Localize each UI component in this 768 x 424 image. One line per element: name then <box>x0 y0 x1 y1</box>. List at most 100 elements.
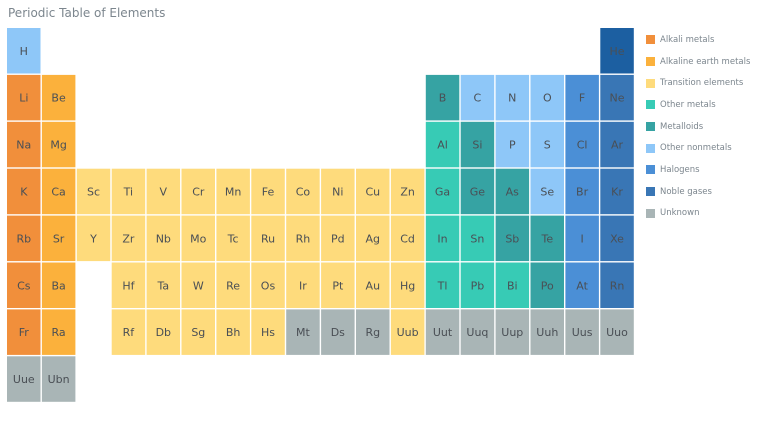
element-symbol: Hf <box>122 279 135 292</box>
element-tile <box>286 309 320 355</box>
legend-item[interactable]: Halogens <box>646 159 750 181</box>
element-tile <box>460 262 495 308</box>
legend-swatch <box>646 100 655 110</box>
element-cell: H <box>7 28 41 74</box>
element-cell: Xe <box>600 215 634 262</box>
element-tile <box>111 309 146 355</box>
element-symbol: Cd <box>400 232 415 245</box>
element-cell: Sn <box>460 215 495 262</box>
element-cell: W <box>181 262 215 308</box>
element-symbol: Mt <box>296 326 310 339</box>
element-tile <box>460 121 495 168</box>
element-symbol: Zn <box>400 185 415 198</box>
element-symbol: Ti <box>123 185 133 198</box>
element-symbol: Cu <box>365 185 380 198</box>
element-cell: Uuo <box>600 309 634 355</box>
element-symbol: Uut <box>433 326 453 339</box>
element-cell: Cd <box>390 215 425 262</box>
element-tile <box>7 356 41 402</box>
element-tile <box>425 309 460 355</box>
element-tile <box>7 262 41 308</box>
element-tile <box>495 309 530 355</box>
element-symbol: I <box>580 232 583 245</box>
element-symbol: Sb <box>505 232 519 245</box>
element-tile <box>600 309 634 355</box>
element-tile <box>7 168 41 215</box>
element-cell: Ba <box>41 262 76 308</box>
element-cell: He <box>600 28 634 74</box>
element-cell: Ag <box>356 215 390 262</box>
element-cell: Uue <box>7 356 41 402</box>
legend-item[interactable]: Alkaline earth metals <box>646 51 750 73</box>
element-symbol: Os <box>261 279 276 292</box>
element-symbol: Se <box>540 185 554 198</box>
element-cell: Hg <box>390 262 425 308</box>
element-tile <box>216 262 250 308</box>
element-cell: Ru <box>251 215 285 262</box>
element-symbol: Tl <box>437 279 448 292</box>
element-tile <box>7 28 41 74</box>
element-cell: Uut <box>425 309 460 355</box>
element-cell: Si <box>460 121 495 168</box>
element-tile <box>600 215 634 262</box>
element-cell: Cl <box>565 121 599 168</box>
legend-item[interactable]: Alkali metals <box>646 29 750 51</box>
element-cell: Rf <box>111 309 146 355</box>
element-tile <box>41 356 76 402</box>
element-cell: Pt <box>321 262 355 308</box>
element-symbol: Pd <box>331 232 345 245</box>
element-cell: In <box>425 215 460 262</box>
legend-item[interactable]: Metalloids <box>646 116 750 138</box>
legend-item[interactable]: Noble gases <box>646 181 750 203</box>
element-cell: Rg <box>356 309 390 355</box>
element-tile <box>565 74 599 121</box>
element-symbol: H <box>20 45 28 58</box>
element-symbol: Uus <box>572 326 593 339</box>
element-symbol: Po <box>541 279 554 292</box>
element-symbol: Br <box>576 185 589 198</box>
element-cell: Uuh <box>530 309 564 355</box>
element-cell: Mo <box>181 215 215 262</box>
element-cell: Pd <box>321 215 355 262</box>
legend-label: Unknown <box>660 208 700 219</box>
element-cell: K <box>7 168 41 215</box>
element-cell: Hs <box>251 309 285 355</box>
element-cell: Na <box>7 121 41 168</box>
element-symbol: In <box>437 232 447 245</box>
element-symbol: Bh <box>226 326 241 339</box>
legend-item[interactable]: Other nonmetals <box>646 137 750 159</box>
element-symbol: Db <box>156 326 171 339</box>
element-cell: Uuq <box>460 309 495 355</box>
legend-item[interactable]: Transition elements <box>646 72 750 94</box>
element-tile <box>460 168 495 215</box>
legend-swatch <box>646 57 655 67</box>
element-cell: Mg <box>41 121 76 168</box>
element-tile <box>600 121 634 168</box>
element-symbol: Ru <box>261 232 275 245</box>
element-tile <box>181 215 215 262</box>
element-tile <box>111 262 146 308</box>
element-symbol: C <box>474 92 482 105</box>
element-symbol: Sg <box>191 326 205 339</box>
element-cell: Cr <box>181 168 215 215</box>
element-tile <box>356 309 390 355</box>
legend-swatch <box>646 187 655 197</box>
element-symbol: Co <box>296 185 311 198</box>
legend-item[interactable]: Other metals <box>646 94 750 116</box>
element-symbol: Kr <box>611 185 623 198</box>
periodic-table: H He Li Be B C N O F Ne Na Mg Al Si P S Cl Ar K Ca Sc Ti V Cr Mn… <box>7 28 634 402</box>
element-symbol: Rb <box>16 232 31 245</box>
element-tile <box>76 215 111 262</box>
element-symbol: Si <box>472 139 482 152</box>
element-cell: Ta <box>146 262 181 308</box>
element-symbol: Ca <box>51 185 65 198</box>
element-tile <box>146 309 181 355</box>
element-tile <box>321 262 355 308</box>
element-cell: Nb <box>146 215 181 262</box>
element-symbol: Zr <box>122 232 135 245</box>
element-cell: Ne <box>600 74 634 121</box>
element-tile <box>181 262 215 308</box>
element-symbol: Fr <box>19 326 30 339</box>
element-cell: Ubn <box>41 356 76 402</box>
legend-item[interactable]: Unknown <box>646 203 750 225</box>
